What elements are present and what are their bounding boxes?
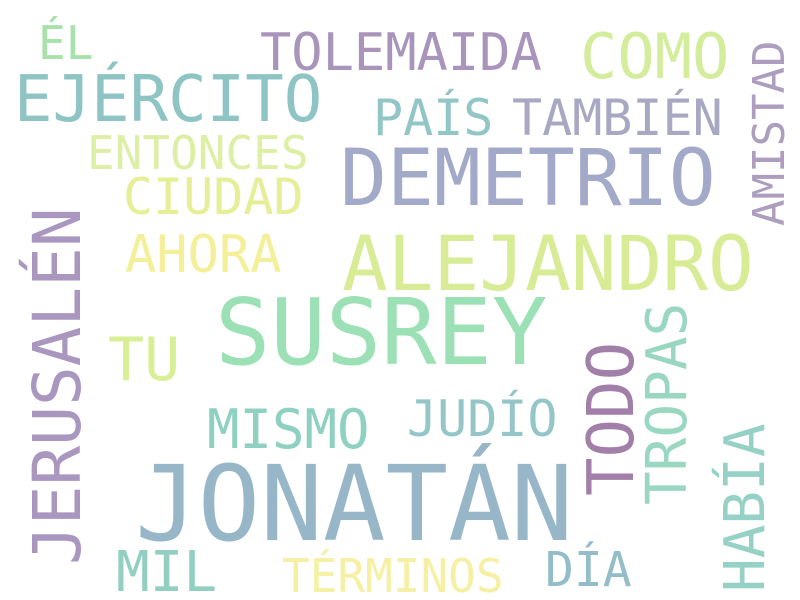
word-jonatan: JONATÁN [135, 443, 574, 565]
word-tambien: TAMBIÉN [512, 89, 723, 147]
word-terminos: TÉRMINOS [282, 549, 504, 600]
word-ejercito: EJÉRCITO [14, 63, 323, 137]
word-tu: TU [108, 325, 181, 395]
word-mismo: MISMO [207, 398, 370, 461]
word-ahora: AHORA [125, 225, 282, 285]
word-ciudad: CIUDAD [123, 168, 304, 226]
word-demetrio: DEMETRIO [340, 134, 716, 224]
word-tropas: TROPAS [635, 302, 700, 505]
word-alejandro: ALEJANDRO [342, 219, 754, 308]
word-pais: PAÍS [373, 89, 494, 147]
word-entonces: ENTONCES [87, 126, 309, 180]
word-mil: MIL [116, 540, 218, 600]
word-dia: DÍA [545, 542, 632, 598]
word-susrey: SUSREY [215, 279, 548, 386]
word-el: ÉL [38, 16, 94, 70]
word-como: COMO [580, 20, 730, 93]
word-habia: HABÍA [713, 423, 778, 592]
word-judio: JUDÍO [407, 390, 558, 448]
word-tolemaida: TOLEMAIDA [260, 23, 542, 83]
word-amistad: AMISTAD [744, 40, 795, 226]
word-jerusalen: JERUSALÉN [19, 207, 96, 565]
